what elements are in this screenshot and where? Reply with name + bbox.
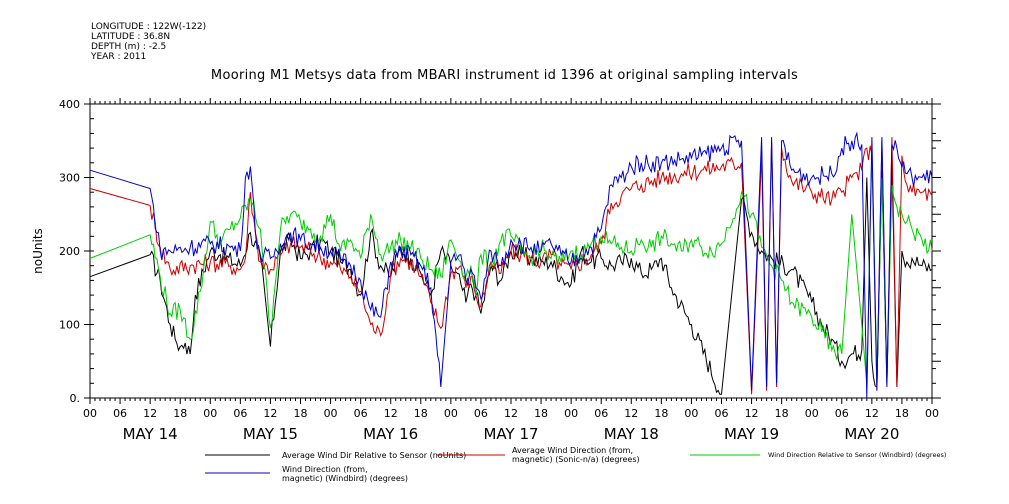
metadata-block: LONGITUDE : 122W(-122) LATITUDE : 36.8N … xyxy=(91,22,206,62)
x-tick-label: 06 xyxy=(715,407,729,420)
x-tick-label: 06 xyxy=(233,407,247,420)
y-axis-label: noUnits xyxy=(31,228,45,274)
legend-label-2: Average Wind Direction (from, xyxy=(512,446,633,455)
x-tick-label: 12 xyxy=(263,407,277,420)
legend-label-2: magnetic) (Sonic-n/a) (degrees) xyxy=(512,455,640,464)
day-label: MAY 14 xyxy=(123,425,178,443)
x-tick-label: 00 xyxy=(564,407,578,420)
y-tick-label: 200 xyxy=(59,245,80,258)
x-tick-label: 00 xyxy=(83,407,97,420)
y-tick-label: 300 xyxy=(59,172,80,185)
x-tick-label: 12 xyxy=(865,407,879,420)
x-tick-label: 12 xyxy=(384,407,398,420)
x-tick-label: 06 xyxy=(594,407,608,420)
legend-label-4: Wind Direction (from, xyxy=(282,465,368,474)
x-tick-label: 18 xyxy=(414,407,428,420)
day-label: MAY 16 xyxy=(363,425,418,443)
series-line-3 xyxy=(89,148,933,384)
day-label: MAY 20 xyxy=(844,425,899,443)
series-line-4 xyxy=(89,131,933,399)
x-tick-label: 06 xyxy=(354,407,368,420)
day-label: MAY 19 xyxy=(724,425,779,443)
legend-label-1: Average Wind Dir Relative to Sensor (noU… xyxy=(282,451,466,460)
x-tick-label: 18 xyxy=(654,407,668,420)
x-tick-label: 06 xyxy=(835,407,849,420)
legend-label-3: Wind Direction Relative to Sensor (Windb… xyxy=(768,451,946,459)
x-tick-label: 00 xyxy=(203,407,217,420)
x-tick-label: 18 xyxy=(294,407,308,420)
x-tick-label: 12 xyxy=(504,407,518,420)
y-tick-label: 400 xyxy=(59,98,80,111)
x-tick-label: 18 xyxy=(534,407,548,420)
chart-title: Mooring M1 Metsys data from MBARI instru… xyxy=(210,68,799,83)
depth-text: DEPTH (m) : -2.5 xyxy=(91,42,167,52)
x-tick-label: 12 xyxy=(745,407,759,420)
year-text: YEAR : 2011 xyxy=(91,52,147,62)
x-tick-label: 06 xyxy=(474,407,488,420)
x-tick-label: 00 xyxy=(805,407,819,420)
series-line-1 xyxy=(89,162,933,395)
x-tick-label: 00 xyxy=(925,407,939,420)
day-label: MAY 17 xyxy=(483,425,538,443)
day-label: MAY 18 xyxy=(604,425,659,443)
y-tick-label: 0. xyxy=(70,392,81,405)
day-label: MAY 15 xyxy=(243,425,298,443)
longitude-text: LONGITUDE : 122W(-122) xyxy=(91,22,207,32)
latitude-text: LATITUDE : 36.8N xyxy=(91,32,171,42)
x-tick-label: 00 xyxy=(684,407,698,420)
series-line-2 xyxy=(89,137,933,395)
legend-label-4: magnetic) (Windbird) (degrees) xyxy=(282,474,408,483)
x-tick-label: 06 xyxy=(113,407,127,420)
x-tick-label: 12 xyxy=(143,407,157,420)
x-tick-label: 12 xyxy=(624,407,638,420)
x-tick-label: 00 xyxy=(324,407,338,420)
x-tick-label: 00 xyxy=(444,407,458,420)
y-tick-label: 100 xyxy=(59,319,80,332)
x-tick-label: 18 xyxy=(775,407,789,420)
x-tick-label: 18 xyxy=(173,407,187,420)
x-tick-label: 18 xyxy=(895,407,909,420)
